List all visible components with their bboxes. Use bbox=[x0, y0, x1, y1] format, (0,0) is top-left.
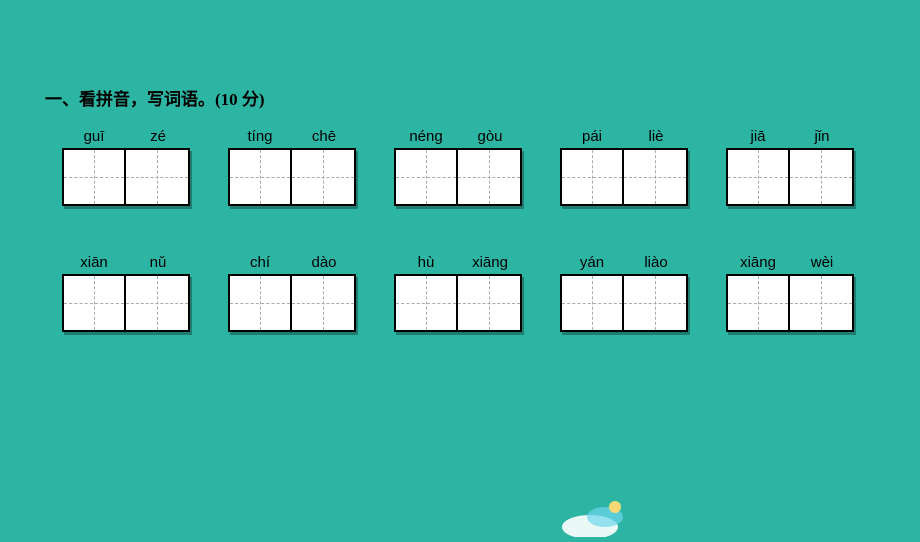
pinyin-syllable: xiāng bbox=[458, 254, 522, 271]
char-box[interactable] bbox=[396, 276, 458, 330]
pinyin-syllable: zé bbox=[126, 128, 190, 145]
word-row: guī zé tíng chē néng gòu bbox=[62, 128, 882, 206]
pinyin-syllable: nǔ bbox=[126, 254, 190, 271]
pinyin-row: yán liào bbox=[560, 254, 688, 271]
pinyin-syllable: jiā bbox=[726, 128, 790, 145]
pinyin-row: chí dào bbox=[228, 254, 356, 271]
char-box[interactable] bbox=[562, 276, 624, 330]
char-box[interactable] bbox=[230, 150, 292, 204]
char-box[interactable] bbox=[458, 276, 520, 330]
pinyin-row: hù xiāng bbox=[394, 254, 522, 271]
char-box[interactable] bbox=[728, 150, 790, 204]
char-box[interactable] bbox=[126, 276, 188, 330]
pinyin-syllable: liè bbox=[624, 128, 688, 145]
char-boxes bbox=[560, 274, 688, 332]
exercise-title: 一、看拼音，写词语。(10 分) bbox=[45, 85, 265, 110]
char-boxes bbox=[228, 148, 356, 206]
pinyin-syllable: chí bbox=[228, 254, 292, 271]
word-group: jiā jǐn bbox=[726, 128, 854, 206]
char-box[interactable] bbox=[126, 150, 188, 204]
char-box[interactable] bbox=[230, 276, 292, 330]
char-box[interactable] bbox=[624, 276, 686, 330]
word-group: xiāng wèi bbox=[726, 254, 854, 332]
char-boxes bbox=[394, 274, 522, 332]
pinyin-row: guī zé bbox=[62, 128, 190, 145]
pinyin-syllable: jǐn bbox=[790, 128, 854, 145]
pinyin-syllable: néng bbox=[394, 128, 458, 145]
exercise-content: guī zé tíng chē néng gòu bbox=[62, 128, 882, 380]
char-box[interactable] bbox=[396, 150, 458, 204]
pinyin-syllable: pái bbox=[560, 128, 624, 145]
char-boxes bbox=[228, 274, 356, 332]
char-box[interactable] bbox=[728, 276, 790, 330]
pinyin-syllable: liào bbox=[624, 254, 688, 271]
pinyin-syllable: xiāng bbox=[726, 254, 790, 271]
word-group: pái liè bbox=[560, 128, 688, 206]
pinyin-row: néng gòu bbox=[394, 128, 522, 145]
char-box[interactable] bbox=[64, 276, 126, 330]
char-box[interactable] bbox=[624, 150, 686, 204]
pinyin-row: pái liè bbox=[560, 128, 688, 145]
char-boxes bbox=[726, 274, 854, 332]
pinyin-row: xiān nǔ bbox=[62, 254, 190, 271]
pinyin-syllable: guī bbox=[62, 128, 126, 145]
pinyin-row: jiā jǐn bbox=[726, 128, 854, 145]
char-boxes bbox=[62, 274, 190, 332]
pinyin-syllable: gòu bbox=[458, 128, 522, 145]
word-group: guī zé bbox=[62, 128, 190, 206]
word-group: xiān nǔ bbox=[62, 254, 190, 332]
pinyin-syllable: xiān bbox=[62, 254, 126, 271]
pinyin-syllable: tíng bbox=[228, 128, 292, 145]
pinyin-syllable: yán bbox=[560, 254, 624, 271]
char-box[interactable] bbox=[292, 150, 354, 204]
char-boxes bbox=[394, 148, 522, 206]
word-group: néng gòu bbox=[394, 128, 522, 206]
pinyin-syllable: chē bbox=[292, 128, 356, 145]
word-group: hù xiāng bbox=[394, 254, 522, 332]
word-group: yán liào bbox=[560, 254, 688, 332]
pinyin-row: xiāng wèi bbox=[726, 254, 854, 271]
pinyin-row: tíng chē bbox=[228, 128, 356, 145]
decoration-icon bbox=[550, 487, 650, 537]
word-row: xiān nǔ chí dào hù xiāng bbox=[62, 254, 882, 332]
char-box[interactable] bbox=[64, 150, 126, 204]
char-box[interactable] bbox=[790, 150, 852, 204]
char-boxes bbox=[560, 148, 688, 206]
pinyin-syllable: dào bbox=[292, 254, 356, 271]
char-box[interactable] bbox=[562, 150, 624, 204]
pinyin-syllable: wèi bbox=[790, 254, 854, 271]
word-group: chí dào bbox=[228, 254, 356, 332]
word-group: tíng chē bbox=[228, 128, 356, 206]
char-box[interactable] bbox=[292, 276, 354, 330]
char-boxes bbox=[726, 148, 854, 206]
char-box[interactable] bbox=[458, 150, 520, 204]
char-box[interactable] bbox=[790, 276, 852, 330]
char-boxes bbox=[62, 148, 190, 206]
pinyin-syllable: hù bbox=[394, 254, 458, 271]
